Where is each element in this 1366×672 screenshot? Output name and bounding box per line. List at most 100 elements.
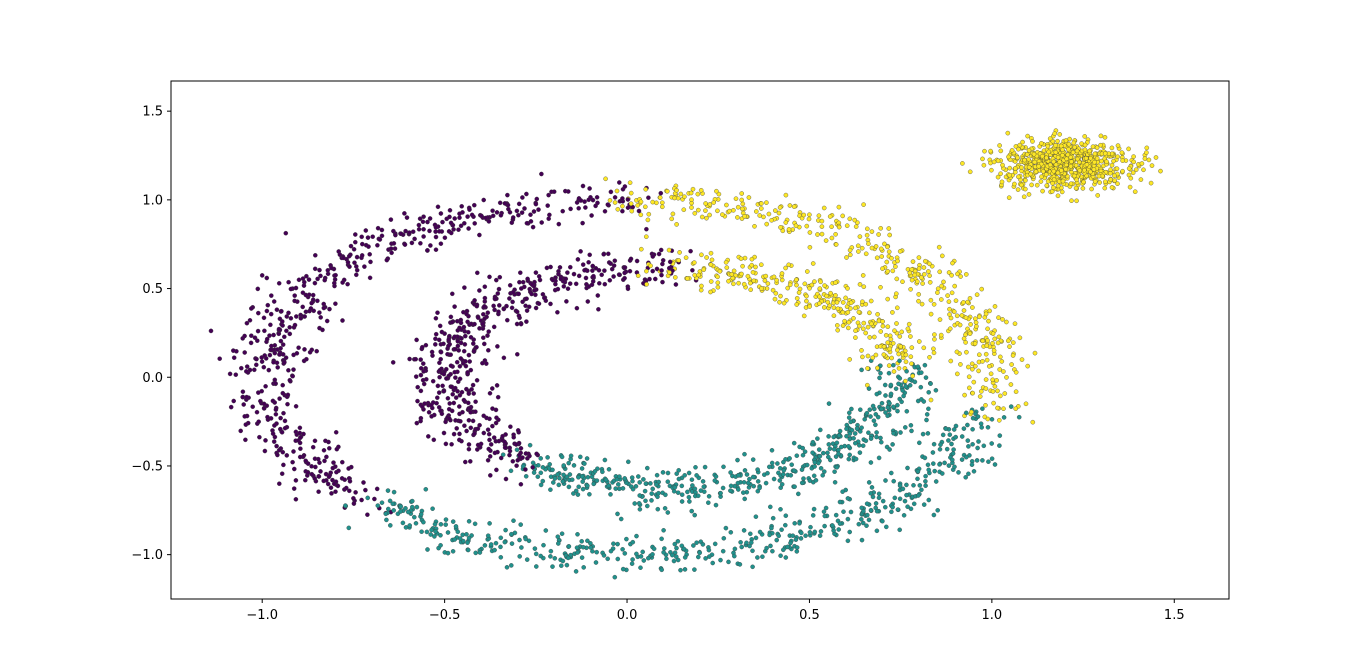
- scatter-point: [573, 488, 579, 494]
- scatter-point: [486, 431, 492, 437]
- scatter-point: [891, 404, 896, 410]
- scatter-point: [778, 293, 783, 299]
- scatter-point: [874, 255, 880, 261]
- scatter-point: [817, 286, 823, 291]
- scatter-point: [321, 305, 327, 311]
- scatter-point: [514, 309, 520, 315]
- scatter-point: [907, 383, 913, 388]
- scatter-point: [542, 295, 547, 301]
- scatter-point: [1103, 179, 1108, 184]
- scatter-point: [1047, 162, 1053, 168]
- scatter-point: [487, 274, 492, 280]
- scatter-point: [1019, 357, 1025, 362]
- scatter-point: [732, 546, 738, 552]
- scatter-point: [492, 307, 497, 313]
- scatter-point: [531, 470, 537, 475]
- scatter-point: [971, 379, 977, 385]
- scatter-point: [677, 250, 682, 255]
- scatter-point: [1030, 419, 1036, 425]
- scatter-point: [242, 414, 247, 419]
- scatter-point: [454, 426, 459, 431]
- scatter-point: [644, 282, 649, 287]
- scatter-point: [254, 362, 259, 368]
- scatter-point: [657, 195, 663, 200]
- scatter-point: [326, 474, 332, 480]
- scatter-point: [909, 345, 915, 350]
- scatter-point: [622, 551, 628, 556]
- scatter-point: [589, 213, 594, 218]
- scatter-point: [904, 409, 910, 414]
- scatter-point: [353, 239, 358, 245]
- scatter-point: [765, 470, 770, 476]
- scatter-point: [919, 370, 924, 375]
- scatter-point: [596, 268, 602, 273]
- scatter-point: [911, 483, 916, 488]
- scatter-point: [609, 266, 615, 272]
- scatter-point: [466, 418, 472, 423]
- scatter-point: [1004, 375, 1009, 380]
- scatter-point: [895, 347, 900, 353]
- scatter-point: [982, 414, 988, 420]
- scatter-point: [970, 390, 975, 396]
- scatter-point: [823, 505, 829, 511]
- scatter-point: [294, 314, 299, 319]
- scatter-point: [698, 188, 704, 193]
- scatter-point: [494, 277, 499, 283]
- scatter-point: [817, 533, 823, 538]
- scatter-point: [692, 512, 697, 518]
- scatter-point: [737, 562, 743, 567]
- scatter-point: [283, 355, 289, 360]
- scatter-point: [580, 220, 585, 226]
- scatter-point: [468, 459, 473, 464]
- scatter-point: [1053, 162, 1059, 168]
- scatter-point: [880, 319, 885, 324]
- scatter-point: [865, 226, 870, 232]
- scatter-point: [712, 541, 718, 547]
- scatter-point: [347, 479, 353, 484]
- scatter-point: [733, 196, 739, 201]
- scatter-point: [755, 479, 761, 484]
- scatter-point: [857, 450, 863, 455]
- scatter-point: [492, 450, 498, 456]
- scatter-point: [753, 514, 759, 519]
- scatter-point: [560, 208, 565, 214]
- scatter-point: [895, 507, 901, 512]
- scatter-point: [903, 352, 909, 358]
- scatter-point: [518, 446, 524, 451]
- scatter-point: [263, 438, 268, 443]
- scatter-point: [536, 301, 542, 306]
- scatter-point: [579, 539, 584, 544]
- scatter-point: [1023, 178, 1028, 183]
- scatter-point: [694, 473, 699, 478]
- scatter-point: [433, 225, 439, 230]
- scatter-point: [998, 171, 1003, 176]
- scatter-point: [351, 247, 357, 252]
- scatter-point: [703, 201, 708, 206]
- scatter-point: [989, 456, 995, 461]
- scatter-point: [517, 279, 522, 285]
- scatter-point: [606, 251, 611, 257]
- scatter-point: [978, 421, 984, 426]
- scatter-point: [252, 335, 258, 340]
- scatter-point: [916, 266, 922, 271]
- scatter-point: [1009, 148, 1015, 153]
- scatter-point: [1072, 144, 1077, 150]
- scatter-point: [413, 356, 418, 362]
- scatter-point: [927, 261, 932, 267]
- scatter-point: [318, 315, 323, 320]
- scatter-point: [1002, 391, 1008, 396]
- scatter-point: [255, 328, 261, 334]
- scatter-point: [513, 442, 519, 447]
- scatter-point: [742, 255, 748, 261]
- scatter-point: [487, 437, 492, 443]
- scatter-point: [390, 360, 396, 365]
- scatter-point: [520, 463, 526, 469]
- scatter-point: [1006, 154, 1011, 160]
- scatter-point: [643, 498, 648, 504]
- scatter-point: [950, 260, 955, 266]
- scatter-point: [781, 459, 786, 465]
- scatter-point: [543, 528, 549, 533]
- scatter-point: [268, 311, 274, 317]
- scatter-point: [912, 272, 918, 278]
- scatter-point: [907, 270, 913, 276]
